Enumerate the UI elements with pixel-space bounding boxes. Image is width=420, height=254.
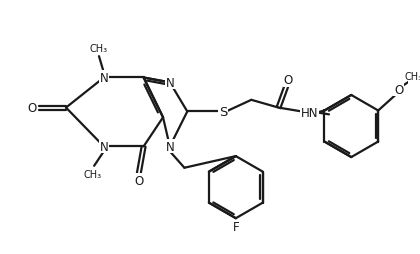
Text: S: S [219,106,227,119]
Text: F: F [233,220,239,233]
Text: N: N [100,72,108,85]
Text: N: N [100,140,108,153]
Text: O: O [284,74,293,87]
Text: N: N [165,76,174,89]
Text: CH₃: CH₃ [83,169,101,179]
Text: CH₃: CH₃ [90,44,108,54]
Text: O: O [134,174,143,187]
Text: CH₃: CH₃ [404,71,420,81]
Text: HN: HN [301,106,318,119]
Text: O: O [394,83,403,96]
Text: O: O [27,102,37,115]
Text: N: N [165,140,174,153]
